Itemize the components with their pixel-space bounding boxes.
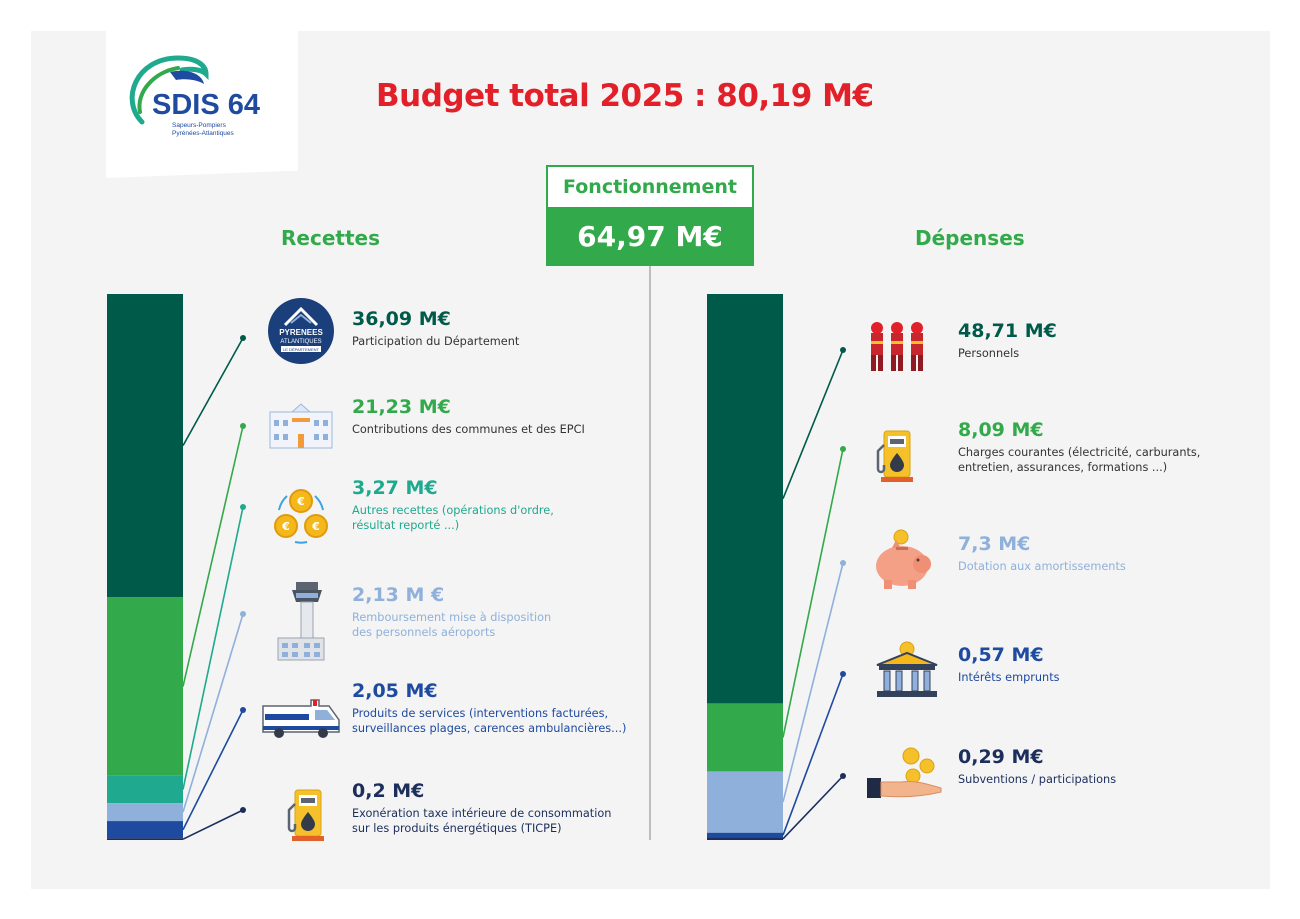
hand-coins-icon xyxy=(867,747,942,798)
recettes-bar-segment-1 xyxy=(107,294,183,598)
leader-line xyxy=(182,337,244,447)
description-label: surveillances plages, carences ambulanci… xyxy=(352,722,626,735)
logo-card: SDIS 64 Sapeurs-Pompiers Pyrénées-Atlant… xyxy=(106,30,298,178)
bank-icon xyxy=(876,641,938,697)
leader-dot xyxy=(240,504,246,510)
leader-line xyxy=(782,673,844,836)
value-label: 3,27 M€ xyxy=(352,477,438,499)
leader-line xyxy=(182,809,244,840)
leader-dot xyxy=(840,446,846,452)
leader-line xyxy=(182,506,244,790)
leader-dot xyxy=(240,611,246,617)
value-label: 0,57 M€ xyxy=(958,644,1044,666)
recettes-bar-segment-2 xyxy=(107,597,183,776)
firefighters-icon xyxy=(871,322,923,371)
leader-dot xyxy=(840,773,846,779)
description-label: résultat reporté ...) xyxy=(352,519,459,532)
description-label: Autres recettes (opérations d'ordre, xyxy=(352,504,554,517)
description-label: sur les produits énergétiques (TICPE) xyxy=(352,822,562,835)
value-label: 0,29 M€ xyxy=(958,746,1044,768)
value-label: 7,3 M€ xyxy=(958,533,1030,555)
leader-line xyxy=(182,425,244,687)
description-label: Dotation aux amortissements xyxy=(958,560,1126,573)
description-label: Produits de services (interventions fact… xyxy=(352,707,608,720)
fuel-pump-icon xyxy=(287,789,324,841)
description-label: Contributions des communes et des EPCI xyxy=(352,423,585,436)
recettes-bar-segment-5 xyxy=(107,821,183,839)
depenses-bar-segment-1 xyxy=(707,294,783,704)
leader-lines-layer xyxy=(182,335,846,840)
depenses-title: Dépenses xyxy=(915,226,1025,250)
leader-line xyxy=(782,775,844,840)
leader-line xyxy=(182,709,244,831)
description-label: entretien, assurances, formations ...) xyxy=(958,461,1167,474)
departement-badge-line2: ATLANTIQUES xyxy=(280,339,321,345)
recettes-bar-segment-6 xyxy=(107,838,183,840)
description-label: Charges courantes (électricité, carburan… xyxy=(958,446,1200,459)
description-label: Remboursement mise à disposition xyxy=(352,611,551,624)
leader-dot xyxy=(240,707,246,713)
departement-badge-line3: LE DÉPARTEMENT xyxy=(283,347,319,352)
depenses-bar-segment-4 xyxy=(707,832,783,838)
svg-text:€: € xyxy=(296,495,305,508)
value-label: 36,09 M€ xyxy=(352,308,451,330)
logo-tagline-1: Sapeurs-Pompiers xyxy=(172,122,227,129)
description-label: Exonération taxe intérieure de consommat… xyxy=(352,807,611,820)
depenses-bar-segment-5 xyxy=(707,837,783,840)
leader-dot xyxy=(240,335,246,341)
leader-dot xyxy=(840,560,846,566)
value-label: 21,23 M€ xyxy=(352,396,451,418)
center-divider xyxy=(649,266,651,840)
recettes-title: Recettes xyxy=(281,226,380,250)
euro-coins-cycle-icon: € € € xyxy=(274,489,328,544)
leader-dot xyxy=(840,347,846,353)
section-header: Fonctionnement 64,97 M€ xyxy=(546,165,754,266)
description-label: Personnels xyxy=(958,347,1019,360)
value-label: 0,2 M€ xyxy=(352,780,424,802)
value-label: 8,09 M€ xyxy=(958,419,1044,441)
depenses-bar-segment-2 xyxy=(707,703,783,772)
description-label: Intérêts emprunts xyxy=(958,671,1060,684)
leader-line xyxy=(182,613,244,813)
icons-layer: PYRENEES ATLANTIQUES LE DÉPARTEMENT € xyxy=(262,298,942,841)
leader-dot xyxy=(240,807,246,813)
section-total: 64,97 M€ xyxy=(548,207,752,266)
svg-text:€: € xyxy=(311,520,320,533)
value-label: 48,71 M€ xyxy=(958,320,1057,342)
fuel-pump-icon xyxy=(876,430,913,482)
value-label: 2,13 M € xyxy=(352,584,444,606)
labels-layer: 36,09 M€ Participation du Département 21,2… xyxy=(352,308,1200,835)
recettes-bar-segment-4 xyxy=(107,803,183,822)
logo-tagline-2: Pyrénées-Atlantiques xyxy=(172,130,235,137)
piggy-bank-icon xyxy=(876,529,931,589)
sdis64-logo: SDIS 64 Sapeurs-Pompiers Pyrénées-Atlant… xyxy=(129,55,260,137)
departement-logo-icon: PYRENEES ATLANTIQUES LE DÉPARTEMENT xyxy=(268,298,334,364)
ambulance-icon xyxy=(262,699,340,738)
leader-line xyxy=(782,562,844,803)
leader-dot xyxy=(840,671,846,677)
recettes-bar-segment-3 xyxy=(107,775,183,804)
section-label: Fonctionnement xyxy=(563,176,737,198)
leader-line xyxy=(782,349,844,500)
value-label: 2,05 M€ xyxy=(352,680,438,702)
leader-line xyxy=(782,448,844,738)
control-tower-icon xyxy=(277,582,325,661)
bars-layer xyxy=(107,294,783,840)
depenses-bar-segment-3 xyxy=(707,771,783,833)
description-label: Participation du Département xyxy=(352,335,520,348)
leader-dot xyxy=(240,423,246,429)
page-title: Budget total 2025 : 80,19 M€ xyxy=(376,78,874,114)
svg-text:€: € xyxy=(281,520,290,533)
town-hall-icon xyxy=(269,403,333,449)
description-label: des personnels aéroports xyxy=(352,626,495,639)
description-label: Subventions / participations xyxy=(958,773,1116,786)
logo-wordmark: SDIS 64 xyxy=(152,89,260,121)
departement-badge-line1: PYRENEES xyxy=(279,328,323,337)
